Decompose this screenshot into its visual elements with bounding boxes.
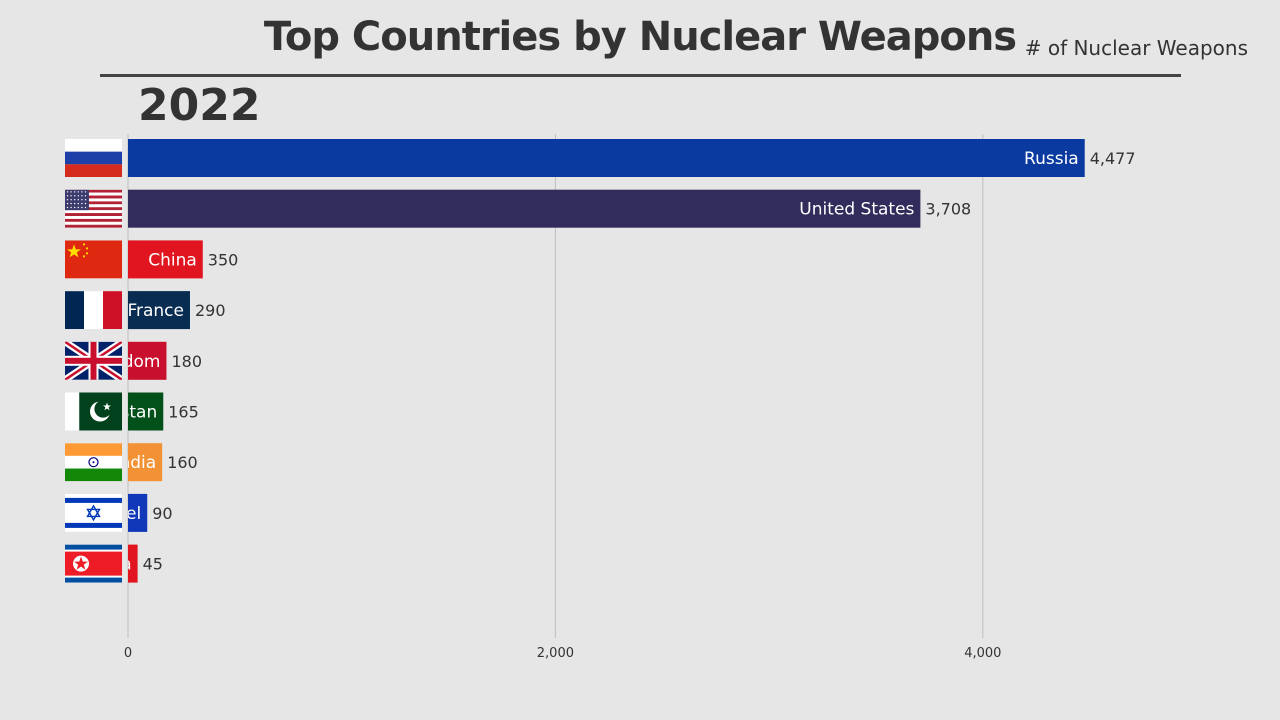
- bar-category-label: a: [121, 555, 131, 575]
- pakistan-flag-icon: [65, 392, 122, 431]
- chart-title: Top Countries by Nuclear Weapons: [263, 14, 1017, 60]
- bar-france: [128, 291, 190, 330]
- bar-value-label: 160: [167, 453, 198, 472]
- bar-china: [128, 240, 203, 279]
- bar-value-label: 4,477: [1090, 149, 1136, 168]
- france-flag-icon: [65, 291, 122, 330]
- bar-israel: [128, 493, 148, 532]
- bar-value-label: 3,708: [925, 200, 971, 219]
- bar-value-label: 45: [143, 555, 163, 574]
- bar-category-label: China: [148, 250, 197, 270]
- bar-value-label: 180: [171, 352, 202, 371]
- india-flag-icon: [65, 443, 122, 482]
- bar-india: [128, 443, 163, 482]
- russia-flag-icon: [65, 139, 122, 177]
- bar-pakistan: [128, 392, 164, 431]
- x-tick-label: 4,000: [964, 646, 1001, 661]
- north-korea-flag-icon: [65, 544, 122, 583]
- bar-value-label: 290: [195, 301, 226, 320]
- x-tick-label: 0: [124, 646, 132, 661]
- chart-subtitle: # of Nuclear Weapons: [1024, 36, 1248, 60]
- bar-value-label: 350: [208, 250, 239, 269]
- bar-usa: [128, 189, 921, 228]
- china-flag-icon: [65, 240, 122, 279]
- bar-category-label: dom: [123, 352, 161, 372]
- uk-flag-icon: [65, 341, 122, 380]
- bar-value-label: 90: [152, 504, 172, 523]
- bar-category-label: stan: [121, 403, 158, 423]
- bar-category-label: United States: [799, 200, 914, 220]
- bar-north-korea: [128, 544, 138, 583]
- bar-uk: [128, 341, 167, 380]
- usa-flag-icon: [65, 189, 122, 228]
- bar-category-label: el: [126, 504, 141, 524]
- title-divider: [100, 74, 1181, 77]
- bar-category-label: France: [127, 301, 184, 321]
- year-label: 2022: [138, 80, 261, 131]
- bar-russia: [128, 139, 1085, 177]
- israel-flag-icon: [65, 493, 122, 532]
- bar-value-label: 165: [168, 403, 199, 422]
- bar-category-label: Russia: [1024, 149, 1079, 169]
- x-tick-label: 2,000: [537, 646, 574, 661]
- bar-category-label: ndia: [119, 453, 156, 473]
